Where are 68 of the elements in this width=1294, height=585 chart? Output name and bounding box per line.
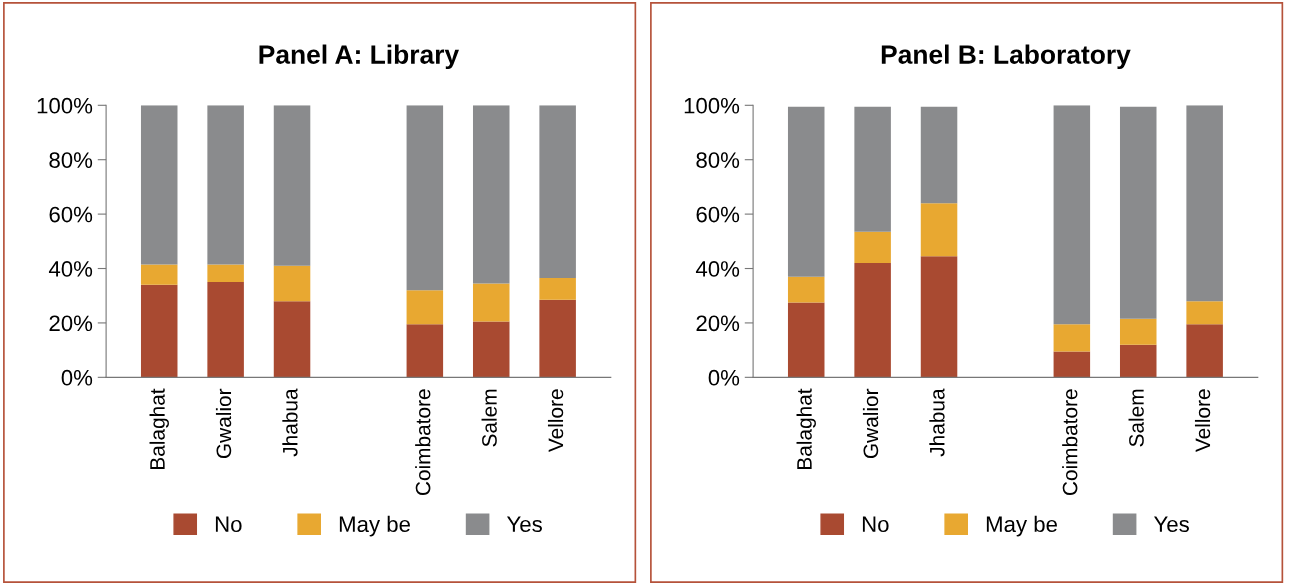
bar: [273, 105, 311, 266]
bar: [1053, 351, 1091, 378]
bar: [207, 105, 244, 265]
y-tick-label: 80%: [696, 152, 740, 168]
bar: [472, 105, 510, 284]
bar: [1119, 344, 1157, 378]
bar: [207, 282, 244, 378]
bar: [1053, 324, 1091, 352]
bar: [854, 106, 891, 232]
x-tick-label: Salem: [481, 389, 497, 447]
legend-label: May be: [339, 515, 410, 537]
x-tick-label: Balaghat: [796, 388, 816, 469]
y-tick-label: 60%: [696, 206, 740, 223]
bar: [140, 264, 178, 285]
x-tick-label: Vellore: [1194, 389, 1211, 453]
x-tick-label: Vellore: [547, 389, 564, 453]
x-tick-label: Coimbatore: [415, 389, 431, 496]
bar: [140, 284, 178, 378]
bar: [539, 299, 576, 378]
x-tick-label: Gwalior: [862, 388, 879, 458]
bar: [787, 276, 825, 303]
x-tick-label: Jhabua: [282, 388, 298, 457]
bar: [539, 105, 576, 279]
bar: [787, 302, 825, 378]
y-tick-label: 0%: [708, 369, 740, 386]
y-tick-label: 100%: [37, 97, 93, 114]
bar: [920, 106, 958, 204]
y-tick-label: 20%: [49, 315, 93, 332]
legend-label: Yes: [1153, 516, 1189, 533]
bar: [273, 265, 311, 302]
bar: [273, 301, 311, 378]
bar: [406, 105, 444, 291]
y-tick-label: 40%: [695, 261, 740, 277]
legend-label: May be: [986, 515, 1057, 537]
y-tick-label: 100%: [684, 97, 740, 114]
bar: [787, 106, 825, 277]
bar: [1186, 105, 1223, 302]
bar: [539, 278, 576, 300]
y-tick-label: 60%: [49, 206, 93, 223]
x-tick-label: Salem: [1128, 389, 1144, 447]
bar: [472, 283, 510, 322]
bar: [854, 263, 891, 378]
bar: [920, 256, 958, 378]
x-tick-label: Jhabua: [929, 388, 945, 457]
chart-title: Panel A: Library: [259, 44, 459, 70]
chart-title: Panel B: Laboratory: [881, 44, 1131, 70]
legend-label: Yes: [506, 516, 542, 533]
bar: [1119, 106, 1157, 319]
y-tick-label: 80%: [49, 152, 93, 168]
bar: [207, 264, 244, 283]
bar: [406, 324, 444, 378]
x-tick-label: Balaghat: [149, 388, 169, 469]
bar: [140, 105, 178, 265]
x-tick-label: Coimbatore: [1062, 389, 1078, 496]
x-tick-label: Gwalior: [215, 388, 232, 458]
bar: [406, 290, 444, 325]
bar: [1119, 318, 1157, 345]
legend-label: No: [215, 516, 242, 533]
bar: [1186, 324, 1223, 378]
y-tick-label: 20%: [696, 315, 740, 332]
bar: [854, 231, 891, 264]
legend-label: No: [862, 516, 889, 533]
bar: [1053, 105, 1091, 325]
y-tick-label: 0%: [61, 369, 93, 386]
bar: [920, 203, 958, 257]
bar: [1186, 301, 1223, 325]
y-tick-label: 40%: [48, 261, 93, 277]
bar: [472, 321, 510, 378]
